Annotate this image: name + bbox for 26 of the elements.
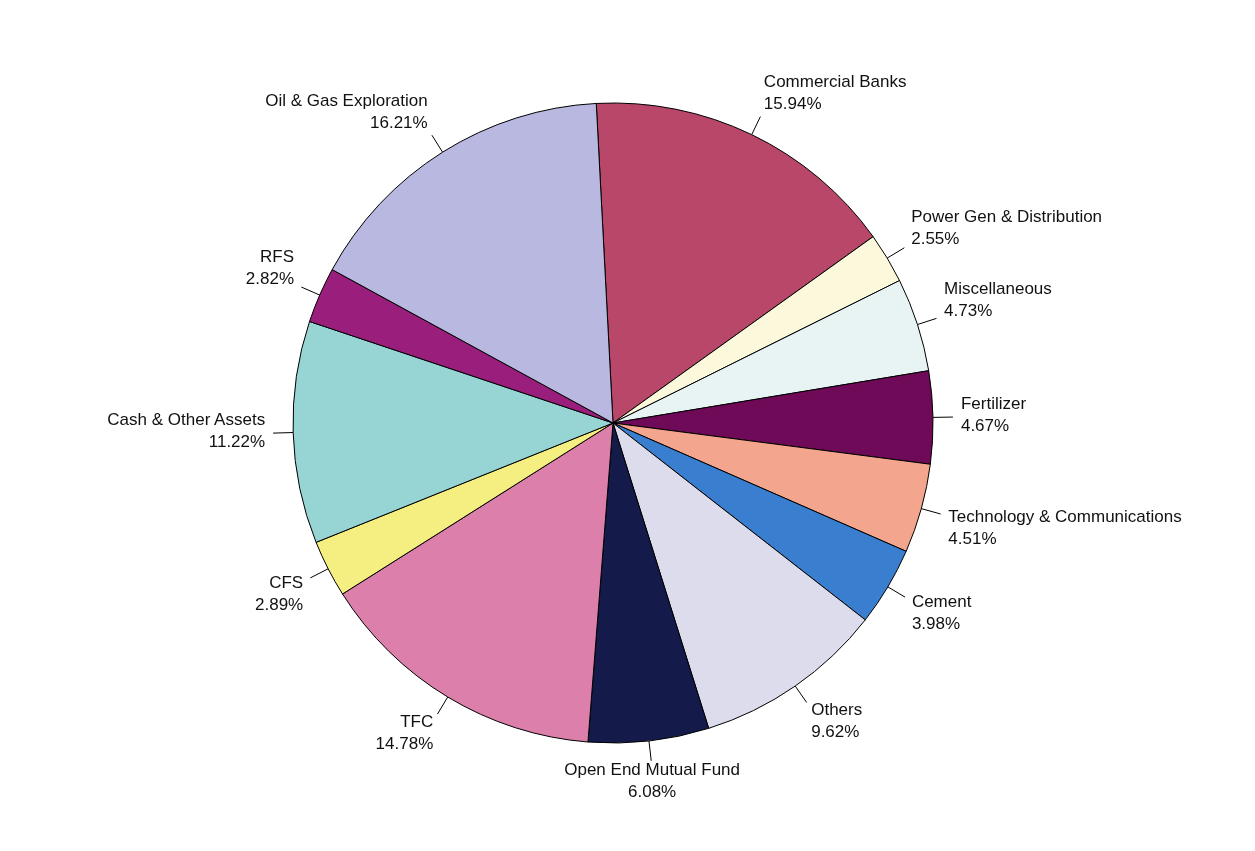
data-label: 3.98% (911, 614, 961, 634)
data-label: 9.62% (811, 722, 860, 742)
slice-label: CFS (269, 572, 304, 592)
data-label: 2.55% (911, 228, 960, 248)
slice-label: Technology & Communications (948, 507, 1182, 527)
slice-label: Oil & Gas Exploration (265, 91, 428, 111)
slice-label: RFS (260, 246, 295, 266)
data-label: 4.67% (960, 415, 1010, 435)
data-label: 16.21% (370, 113, 428, 133)
data-label: 4.73% (944, 300, 993, 320)
data-label: 14.78% (375, 734, 434, 754)
slice-label: Commercial Banks (763, 72, 907, 92)
slice-label: Open End Mutual Fund (564, 759, 741, 779)
slice-label: Cement (911, 592, 972, 612)
slice-label: Others (811, 700, 863, 720)
slice-label: TFC (400, 712, 434, 732)
slice-label: Power Gen & Distribution (911, 206, 1103, 226)
data-label: 6.08% (628, 781, 677, 801)
data-label: 15.94% (763, 94, 822, 114)
data-label: 2.82% (245, 268, 295, 288)
slice-label: Fertilizer (960, 393, 1027, 413)
slice-label: Miscellaneous (944, 278, 1052, 298)
data-label: 11.22% (208, 432, 266, 452)
data-label: 2.89% (255, 594, 304, 614)
slice-label: Cash & Other Assets (107, 410, 266, 430)
data-label: 4.51% (948, 529, 997, 549)
